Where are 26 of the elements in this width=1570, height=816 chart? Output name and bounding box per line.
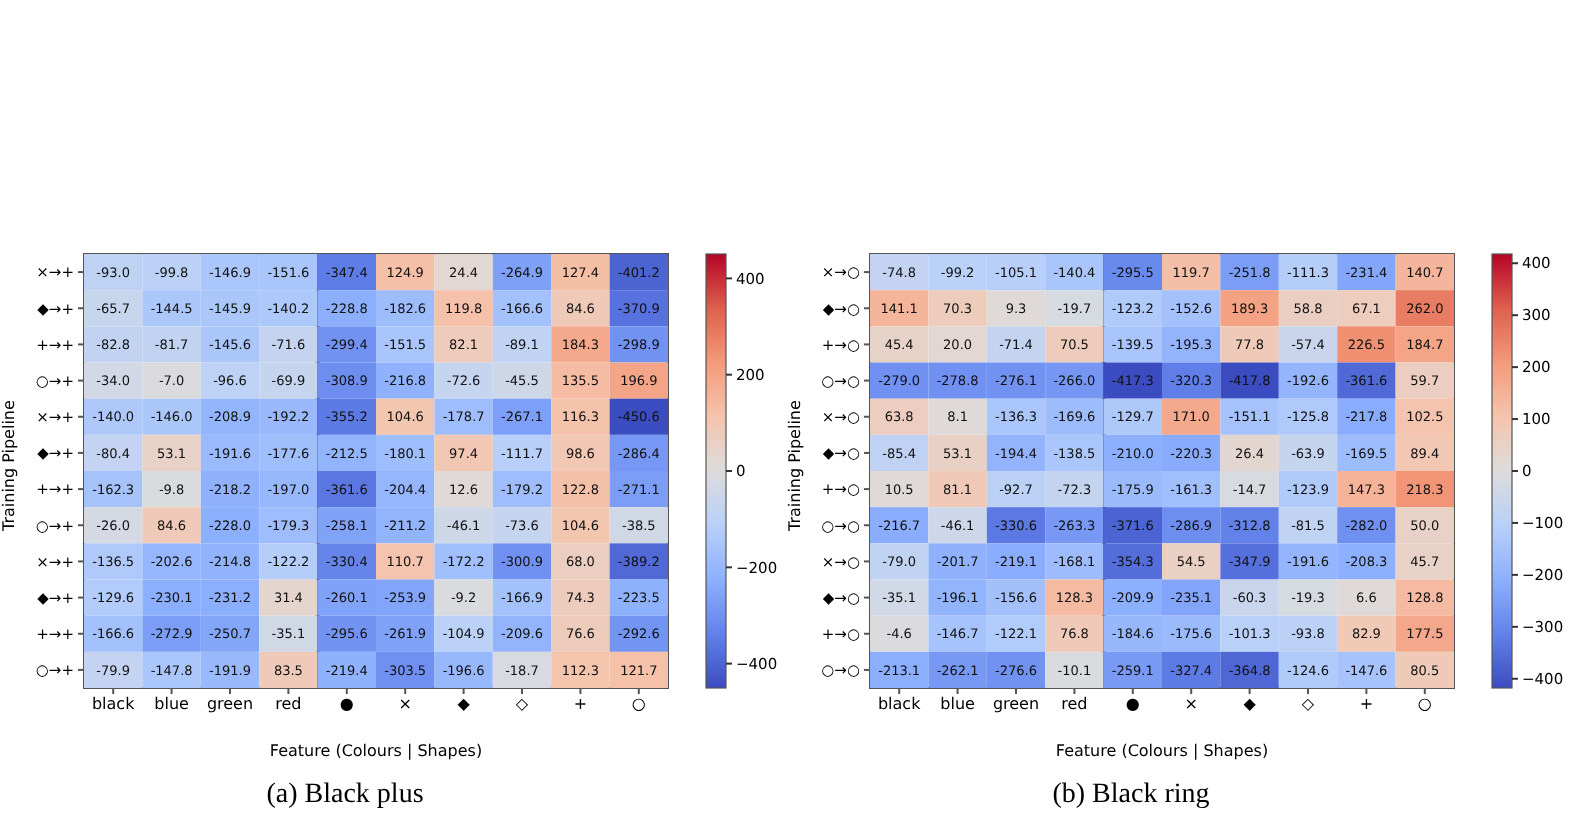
x-axis-title: Feature (Colours | Shapes) <box>1055 742 1269 760</box>
x-tick-label: ● <box>1125 695 1140 714</box>
x-tick-label: ● <box>339 695 354 714</box>
x-tick-label: ◇ <box>1301 695 1316 714</box>
x-tick-label: blue <box>940 695 976 714</box>
x-tick-label: + <box>1359 695 1374 714</box>
x-tick-label: × <box>398 695 412 714</box>
x-axis-title: Feature (Colours | Shapes) <box>269 742 483 760</box>
x-tick-label: ○ <box>1417 695 1432 714</box>
x-tick-label: ○ <box>631 695 646 714</box>
text: (a) Black plus <box>264 780 426 812</box>
x-tick-label: black <box>877 695 922 714</box>
x-tick-label: green <box>992 695 1040 714</box>
x-tick-label: ◆ <box>1243 695 1258 714</box>
x-tick-label: ◇ <box>515 695 530 714</box>
x-tick-label: black <box>91 695 136 714</box>
x-tick-label: + <box>573 695 588 714</box>
x-tick-label: red <box>275 695 302 714</box>
x-tick-label: ◆ <box>457 695 472 714</box>
x-tick-label: green <box>206 695 254 714</box>
text: (b) Black ring <box>1050 780 1212 812</box>
y-axis-title: Training Pipeline <box>0 400 18 533</box>
x-tick-label: blue <box>154 695 190 714</box>
y-axis-title: Training Pipeline <box>785 400 804 533</box>
x-tick-label: red <box>1061 695 1088 714</box>
x-tick-label: × <box>1184 695 1198 714</box>
